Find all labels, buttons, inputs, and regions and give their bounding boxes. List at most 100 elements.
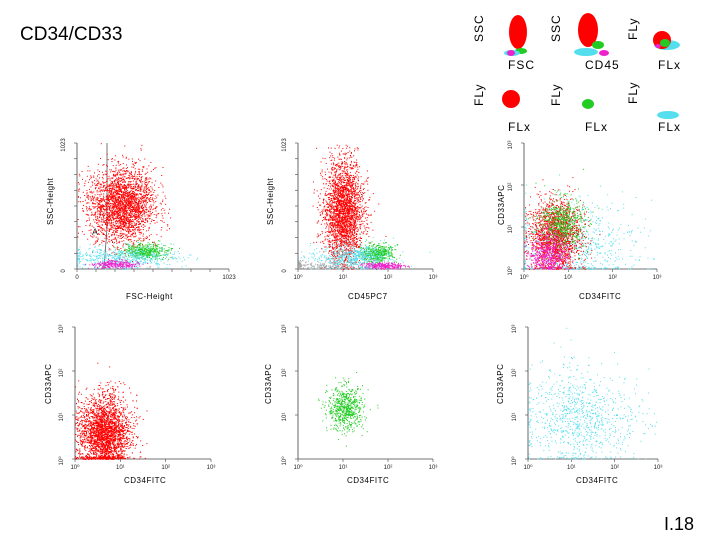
point <box>102 266 104 268</box>
point <box>108 264 110 266</box>
point <box>135 198 136 200</box>
point <box>170 249 172 251</box>
point <box>148 267 150 269</box>
point <box>112 200 114 202</box>
point <box>146 238 147 239</box>
point <box>122 259 124 261</box>
point <box>133 197 135 199</box>
point <box>152 256 154 258</box>
point <box>138 264 140 266</box>
point <box>350 198 352 200</box>
point <box>116 210 118 212</box>
point <box>93 200 95 202</box>
point <box>147 246 149 248</box>
point <box>135 216 137 218</box>
point <box>354 176 356 178</box>
point <box>130 201 132 203</box>
point <box>104 200 106 202</box>
point <box>77 265 79 267</box>
point <box>128 181 130 183</box>
point <box>111 211 113 213</box>
point <box>148 254 150 256</box>
point <box>158 257 160 259</box>
point <box>124 225 126 227</box>
point <box>87 214 89 216</box>
point <box>126 214 128 216</box>
point <box>138 248 140 250</box>
point <box>108 203 110 205</box>
point <box>118 162 119 164</box>
point <box>343 214 344 216</box>
point <box>118 210 120 212</box>
point <box>116 192 118 194</box>
point <box>116 187 118 189</box>
point <box>99 201 101 203</box>
point <box>130 170 132 172</box>
point <box>149 212 151 214</box>
point <box>355 236 357 237</box>
point <box>336 165 338 167</box>
point <box>115 255 117 257</box>
point <box>140 174 142 175</box>
point <box>93 255 95 257</box>
point <box>150 262 152 264</box>
point <box>135 256 137 258</box>
point <box>334 195 336 197</box>
point <box>127 246 129 248</box>
point <box>357 247 359 248</box>
point <box>150 197 152 199</box>
point <box>115 183 117 185</box>
point <box>131 265 133 267</box>
point <box>111 261 113 263</box>
point <box>109 191 111 193</box>
point <box>128 252 130 254</box>
point <box>111 169 113 171</box>
point <box>347 192 349 194</box>
point <box>157 267 159 269</box>
point <box>119 214 121 216</box>
point <box>103 195 104 197</box>
point <box>99 255 101 257</box>
point <box>119 217 121 218</box>
point <box>141 225 142 227</box>
point <box>95 256 97 258</box>
point <box>344 213 346 215</box>
point <box>110 171 112 173</box>
point <box>341 199 343 201</box>
point <box>94 262 96 264</box>
point <box>140 249 141 250</box>
point <box>342 216 344 218</box>
point <box>107 197 109 199</box>
point <box>360 192 362 194</box>
point <box>131 192 133 194</box>
point <box>96 208 98 210</box>
point <box>138 253 140 255</box>
point <box>335 216 337 218</box>
point <box>109 196 111 198</box>
point <box>112 177 114 179</box>
point <box>96 220 98 221</box>
point <box>122 203 123 204</box>
point <box>128 247 130 249</box>
point <box>164 212 166 214</box>
point <box>95 211 96 213</box>
point <box>151 194 153 196</box>
point <box>115 248 116 250</box>
point <box>96 184 98 186</box>
point <box>134 233 136 235</box>
point <box>127 239 129 241</box>
point <box>138 211 140 213</box>
point <box>128 199 130 201</box>
point <box>128 236 130 238</box>
point <box>357 194 359 196</box>
point <box>335 256 337 257</box>
point <box>116 186 118 188</box>
point <box>120 266 122 267</box>
point <box>78 201 80 203</box>
point <box>357 212 358 214</box>
point <box>321 248 323 250</box>
point <box>112 207 114 209</box>
point <box>137 216 139 218</box>
point <box>140 190 142 192</box>
point <box>116 265 118 267</box>
